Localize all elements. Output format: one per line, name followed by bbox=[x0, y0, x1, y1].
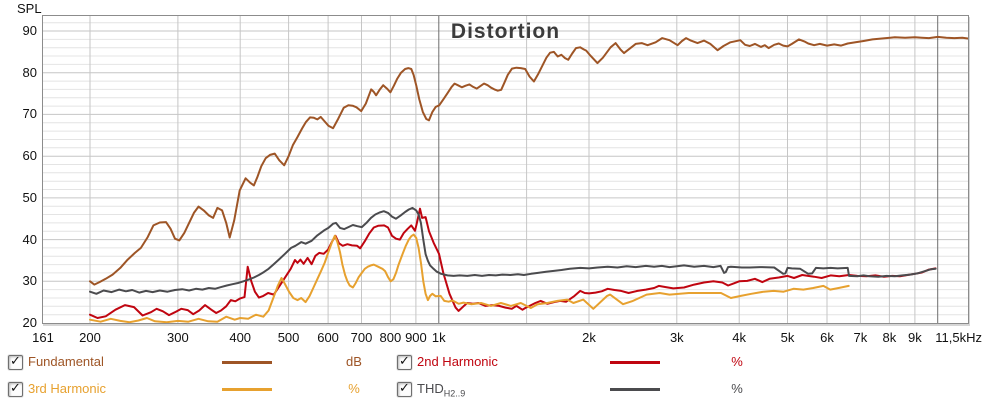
thd-label: THDH2..9 bbox=[417, 381, 466, 399]
2nd-harmonic-unit: % bbox=[731, 354, 743, 369]
thd-checkbox[interactable] bbox=[397, 380, 412, 397]
y-tick-label: 60 bbox=[22, 148, 37, 164]
x-tick-label: 400 bbox=[229, 330, 252, 345]
x-tick-label: 9k bbox=[908, 330, 922, 345]
plot-canvas[interactable] bbox=[43, 16, 968, 323]
y-tick-label: 30 bbox=[22, 273, 37, 289]
3rd-harmonic-checkbox[interactable] bbox=[8, 380, 23, 397]
x-tick-label: 3k bbox=[669, 330, 684, 345]
2nd-harmonic-checkbox[interactable] bbox=[397, 353, 412, 370]
x-tick-label: 500 bbox=[277, 330, 300, 345]
2nd-harmonic-line-swatch bbox=[610, 361, 660, 364]
fundamental-line-swatch bbox=[222, 361, 272, 364]
thd-line-swatch bbox=[610, 388, 660, 391]
3rd-harmonic-label: 3rd Harmonic bbox=[28, 381, 107, 396]
x-tick-label: 11,5kHz bbox=[935, 330, 983, 345]
y-tick-label: 80 bbox=[22, 64, 37, 80]
x-tick-label: 300 bbox=[167, 330, 189, 345]
x-tick-label: 700 bbox=[350, 330, 373, 345]
x-tick-label: 6k bbox=[820, 330, 834, 345]
fundamental-checkbox[interactable] bbox=[8, 353, 23, 370]
x-tick-label: 600 bbox=[317, 330, 339, 345]
x-tick-label: 1k bbox=[431, 330, 446, 345]
x-tick-label: 8k bbox=[882, 330, 897, 345]
3rd-harmonic-line-swatch bbox=[222, 388, 272, 391]
fundamental-unit: dB bbox=[346, 354, 362, 369]
x-tick-label: 7k bbox=[853, 330, 868, 345]
x-tick-label: 800 bbox=[379, 330, 402, 345]
plot-area: Distortion bbox=[42, 15, 969, 324]
fundamental-label: Fundamental bbox=[28, 354, 104, 369]
x-tick-label: 2k bbox=[582, 330, 596, 345]
chart-title: Distortion bbox=[450, 20, 561, 43]
x-tick-label: 5k bbox=[780, 330, 795, 345]
x-tick-label: 161 bbox=[32, 330, 54, 345]
x-tick-label: 900 bbox=[405, 330, 427, 345]
y-tick-label: 40 bbox=[22, 231, 37, 247]
y-tick-label: 20 bbox=[22, 315, 37, 330]
3rd-harmonic-unit: % bbox=[348, 381, 360, 396]
y-tick-label: 70 bbox=[22, 106, 37, 122]
y-tick-label: 90 bbox=[22, 23, 37, 39]
thd-unit: % bbox=[731, 381, 743, 396]
2nd-harmonic-label: 2nd Harmonic bbox=[417, 354, 498, 369]
y-tick-label: 50 bbox=[22, 189, 37, 205]
y-axis-title: SPL bbox=[17, 1, 42, 16]
x-tick-label: 4k bbox=[732, 330, 747, 345]
x-tick-label: 200 bbox=[79, 330, 101, 345]
